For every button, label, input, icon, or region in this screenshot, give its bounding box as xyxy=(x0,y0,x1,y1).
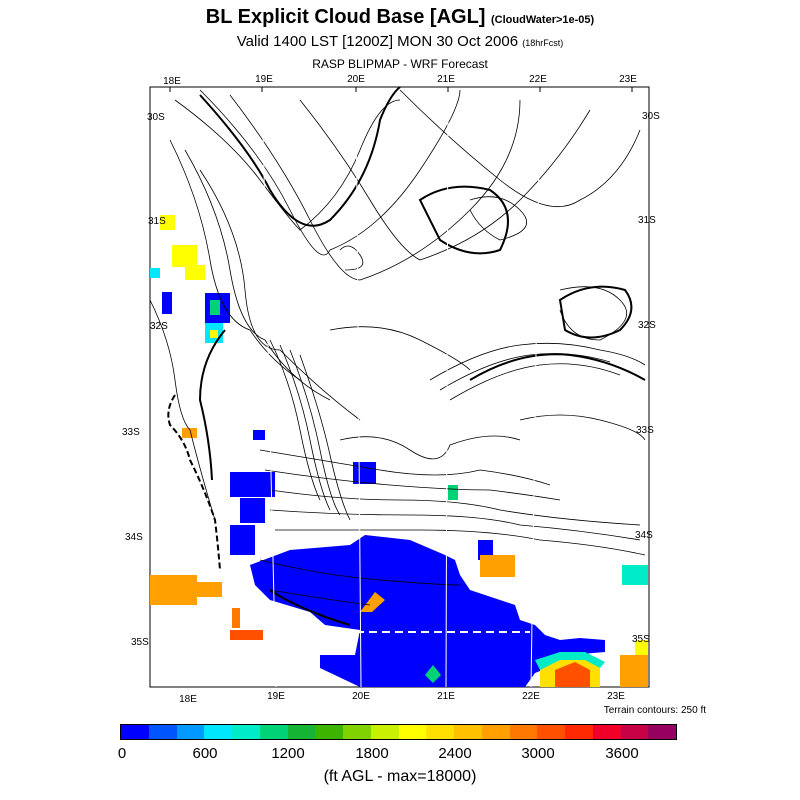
lon-label: 21E xyxy=(437,691,455,702)
lon-label: 19E xyxy=(255,74,273,85)
lat-label: 35S xyxy=(632,634,650,645)
legend-swatch xyxy=(315,725,343,739)
valid-time: Valid 1400 LST [1200Z] MON 30 Oct 2006 (… xyxy=(0,33,800,50)
legend-swatch xyxy=(398,725,427,739)
lat-label: 31S xyxy=(638,215,656,226)
legend-tick-label: 3000 xyxy=(521,745,555,762)
lat-label: 33S xyxy=(636,425,654,436)
legend-swatch xyxy=(232,725,260,739)
legend-swatch xyxy=(148,725,177,739)
lon-label: 23E xyxy=(619,74,637,85)
legend-swatch xyxy=(537,725,565,739)
legend-swatch xyxy=(620,725,649,739)
terrain-contours xyxy=(149,89,646,606)
legend-swatch xyxy=(343,725,371,739)
lon-labels-top: 18E 19E 20E 21E 22E 23E xyxy=(163,74,637,87)
lon-label: 21E xyxy=(437,74,455,85)
legend-swatch xyxy=(370,725,399,739)
legend-tick-label: 600 xyxy=(192,745,218,762)
lon-label: 23E xyxy=(607,691,625,702)
lon-label: 22E xyxy=(522,691,540,702)
legend-tick-label: 1800 xyxy=(355,745,389,762)
terrain-contour-note: Terrain contours: 250 ft xyxy=(603,705,706,716)
lat-labels-right: 30S 31S 32S 33S 34S 35S xyxy=(632,111,660,645)
lat-label: 31S xyxy=(148,216,166,227)
legend-swatch xyxy=(259,725,288,739)
legend-swatch xyxy=(204,725,232,739)
lat-label: 30S xyxy=(147,112,165,123)
lon-label: 20E xyxy=(352,691,370,702)
legend-swatch xyxy=(509,725,538,739)
lat-label: 34S xyxy=(635,530,653,541)
legend-swatch xyxy=(426,725,454,739)
legend-swatch xyxy=(176,725,205,739)
model-label: RASP BLIPMAP - WRF Forecast xyxy=(312,57,488,71)
cloud-base-field xyxy=(150,215,648,687)
lon-label: 19E xyxy=(267,691,285,702)
legend-swatch xyxy=(648,725,676,739)
legend-swatch xyxy=(454,725,482,739)
lon-label: 20E xyxy=(347,74,365,85)
legend-swatch xyxy=(565,725,593,739)
lat-label: 30S xyxy=(642,111,660,122)
title-main: BL Explicit Cloud Base [AGL] xyxy=(205,6,486,28)
lon-labels-bottom: 18E 19E 20E 21E 22E 23E xyxy=(179,691,625,705)
legend-tick-label: 2400 xyxy=(438,745,472,762)
title-note: (CloudWater>1e-05) xyxy=(491,14,595,26)
lat-label: 33S xyxy=(122,427,140,438)
lat-label: 35S xyxy=(131,637,149,648)
lat-labels-left: 30S 31S 32S 33S 34S 35S xyxy=(122,112,168,648)
legend-units: (ft AGL - max=18000) xyxy=(323,768,477,785)
lon-label: 18E xyxy=(179,694,197,705)
valid-text: Valid 1400 LST [1200Z] MON 30 Oct 2006 xyxy=(236,33,519,50)
legend-tick-label: 0 xyxy=(117,745,127,762)
legend-swatch xyxy=(592,725,621,739)
forecast-hour: (18hrFcst) xyxy=(522,38,564,48)
lon-label: 18E xyxy=(163,76,181,87)
graticule xyxy=(261,86,541,688)
legend-swatch xyxy=(287,725,316,739)
legend-swatch xyxy=(481,725,510,739)
legend-tick-label: 3600 xyxy=(605,745,639,762)
lat-label: 34S xyxy=(125,532,143,543)
legend-swatch xyxy=(121,725,149,739)
lon-ticks xyxy=(169,87,633,92)
coastline xyxy=(167,86,646,626)
lat-label: 32S xyxy=(638,320,656,331)
legend-tick-label: 1200 xyxy=(271,745,305,762)
color-legend-bar xyxy=(120,724,677,740)
lon-label: 22E xyxy=(529,74,547,85)
map-title: BL Explicit Cloud Base [AGL] (CloudWater… xyxy=(0,6,800,29)
lat-label: 32S xyxy=(150,321,168,332)
